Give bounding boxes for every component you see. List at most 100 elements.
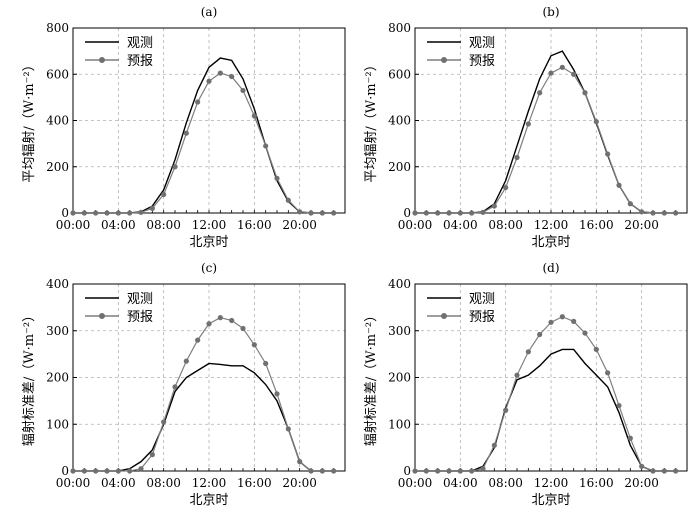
forecast-point bbox=[412, 210, 418, 216]
forecast-point bbox=[412, 468, 418, 474]
forecast-point bbox=[138, 466, 144, 472]
forecast-point bbox=[183, 358, 189, 364]
y-tick-label: 200 bbox=[46, 160, 69, 174]
y-tick-label: 600 bbox=[46, 67, 69, 81]
observed-line bbox=[73, 57, 334, 214]
y-tick-label: 300 bbox=[46, 324, 69, 338]
x-axis-label: 北京时 bbox=[189, 235, 228, 250]
forecast-point bbox=[285, 197, 291, 203]
forecast-point bbox=[661, 210, 667, 216]
forecast-point bbox=[172, 384, 178, 390]
x-tick-label: 00:00 bbox=[56, 218, 91, 232]
y-tick-label: 200 bbox=[46, 371, 69, 385]
x-tick-label: 08:00 bbox=[488, 218, 523, 232]
forecast-point bbox=[423, 468, 429, 474]
forecast-point bbox=[217, 315, 223, 321]
x-tick-label: 12:00 bbox=[192, 476, 227, 490]
forecast-point bbox=[297, 209, 303, 215]
y-tick-label: 300 bbox=[388, 324, 411, 338]
legend-marker bbox=[441, 313, 447, 319]
forecast-point bbox=[138, 209, 144, 215]
legend-label: 预报 bbox=[469, 310, 495, 325]
observed-line bbox=[73, 362, 334, 472]
forecast-point bbox=[206, 321, 212, 327]
x-tick-label: 08:00 bbox=[146, 218, 181, 232]
x-tick-label: 20:00 bbox=[282, 218, 317, 232]
legend-label: 观测 bbox=[469, 36, 495, 51]
forecast-point bbox=[446, 468, 452, 474]
forecast-point bbox=[605, 151, 611, 157]
forecast-point bbox=[435, 468, 441, 474]
forecast-point bbox=[650, 210, 656, 216]
forecast-point bbox=[229, 317, 235, 324]
x-tick-label: 04:00 bbox=[443, 476, 478, 490]
x-tick-label: 16:00 bbox=[237, 218, 272, 232]
forecast-point bbox=[149, 452, 155, 458]
forecast-point bbox=[582, 330, 588, 336]
legend-label: 观测 bbox=[127, 36, 153, 51]
y-tick-label: 100 bbox=[46, 417, 69, 431]
forecast-line bbox=[415, 316, 676, 472]
forecast-point bbox=[104, 210, 110, 216]
forecast-point bbox=[457, 210, 463, 216]
y-axis-label: 平均辐射/（W·m⁻²） bbox=[363, 58, 379, 182]
forecast-line bbox=[73, 317, 334, 472]
forecast-point bbox=[93, 468, 99, 474]
x-tick-label: 20:00 bbox=[624, 218, 659, 232]
forecast-point bbox=[81, 468, 87, 474]
legend-label: 预报 bbox=[469, 54, 495, 69]
x-tick-label: 04:00 bbox=[443, 218, 478, 232]
forecast-point bbox=[503, 407, 509, 413]
x-tick-label: 00:00 bbox=[398, 476, 433, 490]
forecast-point bbox=[605, 370, 611, 376]
forecast-point bbox=[274, 391, 280, 397]
forecast-point bbox=[446, 210, 452, 216]
forecast-point bbox=[104, 468, 110, 474]
panel-label: (b) bbox=[542, 5, 559, 19]
forecast-point bbox=[115, 210, 121, 216]
forecast-point bbox=[319, 468, 325, 474]
y-axis-label: 平均辐射/（W·m⁻²） bbox=[21, 58, 37, 182]
forecast-point bbox=[639, 463, 645, 469]
y-axis-label: 辐射标准差/（W·m⁻²） bbox=[21, 309, 37, 446]
forecast-point bbox=[127, 468, 133, 474]
chart-panel: (c) 0 100 200 300 400 00:00 04:00 08:00 12:00 16:0… bbox=[21, 261, 346, 508]
x-tick-label: 20:00 bbox=[624, 476, 659, 490]
x-tick-label: 16:00 bbox=[579, 476, 614, 490]
forecast-point bbox=[548, 319, 554, 325]
forecast-point bbox=[661, 468, 667, 474]
forecast-point bbox=[616, 402, 622, 409]
x-tick-label: 12:00 bbox=[192, 218, 227, 232]
y-tick-label: 800 bbox=[388, 21, 411, 35]
x-tick-label: 12:00 bbox=[534, 476, 569, 490]
legend-marker bbox=[99, 313, 105, 319]
forecast-point bbox=[491, 442, 497, 448]
forecast-point bbox=[593, 346, 599, 353]
forecast-point bbox=[582, 90, 588, 96]
chart-panel: (b) 0 200 400 600 800 00:00 04:00 08:00 12:00 16:0… bbox=[363, 5, 688, 250]
forecast-point bbox=[491, 203, 497, 209]
y-tick-label: 400 bbox=[388, 277, 411, 291]
chart-panel: (a) 0 200 400 600 800 00:00 04:00 08:00 12:00 16:0… bbox=[21, 5, 346, 250]
forecast-point bbox=[308, 468, 314, 474]
forecast-point bbox=[548, 70, 554, 76]
legend-label: 预报 bbox=[127, 310, 153, 325]
forecast-point bbox=[149, 205, 155, 211]
x-tick-label: 04:00 bbox=[101, 476, 136, 490]
x-tick-label: 16:00 bbox=[237, 476, 272, 490]
forecast-point bbox=[571, 318, 577, 324]
forecast-point bbox=[274, 175, 280, 181]
forecast-point bbox=[457, 468, 463, 474]
forecast-point bbox=[240, 325, 246, 332]
forecast-point bbox=[285, 426, 291, 432]
forecast-point bbox=[195, 337, 201, 343]
forecast-line bbox=[415, 66, 676, 214]
legend-label: 观测 bbox=[127, 292, 153, 307]
forecast-point bbox=[263, 360, 269, 367]
forecast-point bbox=[559, 64, 565, 70]
forecast-point bbox=[480, 466, 486, 472]
y-axis-label: 辐射标准差/（W·m⁻²） bbox=[363, 309, 379, 446]
legend-label: 预报 bbox=[127, 54, 153, 69]
x-tick-label: 16:00 bbox=[579, 218, 614, 232]
forecast-point bbox=[70, 468, 76, 474]
